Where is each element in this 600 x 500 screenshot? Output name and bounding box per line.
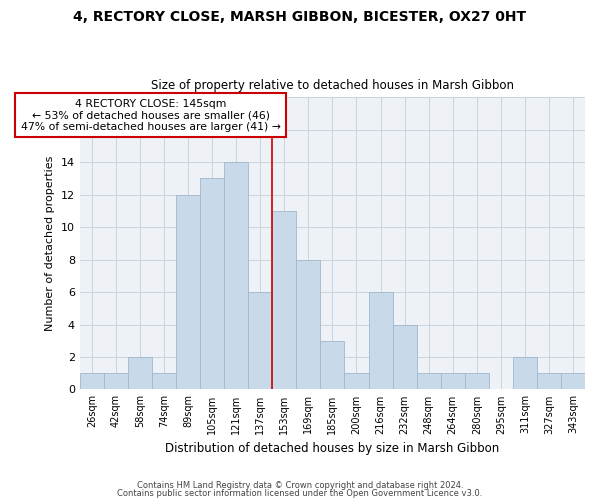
Bar <box>537 373 561 390</box>
Bar <box>176 194 200 390</box>
Bar <box>200 178 224 390</box>
Bar <box>368 292 392 390</box>
Y-axis label: Number of detached properties: Number of detached properties <box>45 156 55 331</box>
Bar <box>392 324 416 390</box>
Bar <box>248 292 272 390</box>
Bar <box>513 357 537 390</box>
X-axis label: Distribution of detached houses by size in Marsh Gibbon: Distribution of detached houses by size … <box>165 442 500 455</box>
Bar <box>440 373 465 390</box>
Text: Contains public sector information licensed under the Open Government Licence v3: Contains public sector information licen… <box>118 488 482 498</box>
Text: 4 RECTORY CLOSE: 145sqm
← 53% of detached houses are smaller (46)
47% of semi-de: 4 RECTORY CLOSE: 145sqm ← 53% of detache… <box>20 99 280 132</box>
Bar <box>272 211 296 390</box>
Bar <box>320 340 344 390</box>
Text: Contains HM Land Registry data © Crown copyright and database right 2024.: Contains HM Land Registry data © Crown c… <box>137 481 463 490</box>
Bar <box>80 373 104 390</box>
Bar <box>344 373 368 390</box>
Bar <box>561 373 585 390</box>
Title: Size of property relative to detached houses in Marsh Gibbon: Size of property relative to detached ho… <box>151 79 514 92</box>
Bar <box>416 373 440 390</box>
Bar <box>128 357 152 390</box>
Bar <box>104 373 128 390</box>
Text: 4, RECTORY CLOSE, MARSH GIBBON, BICESTER, OX27 0HT: 4, RECTORY CLOSE, MARSH GIBBON, BICESTER… <box>73 10 527 24</box>
Bar <box>296 260 320 390</box>
Bar <box>224 162 248 390</box>
Bar <box>465 373 489 390</box>
Bar <box>152 373 176 390</box>
